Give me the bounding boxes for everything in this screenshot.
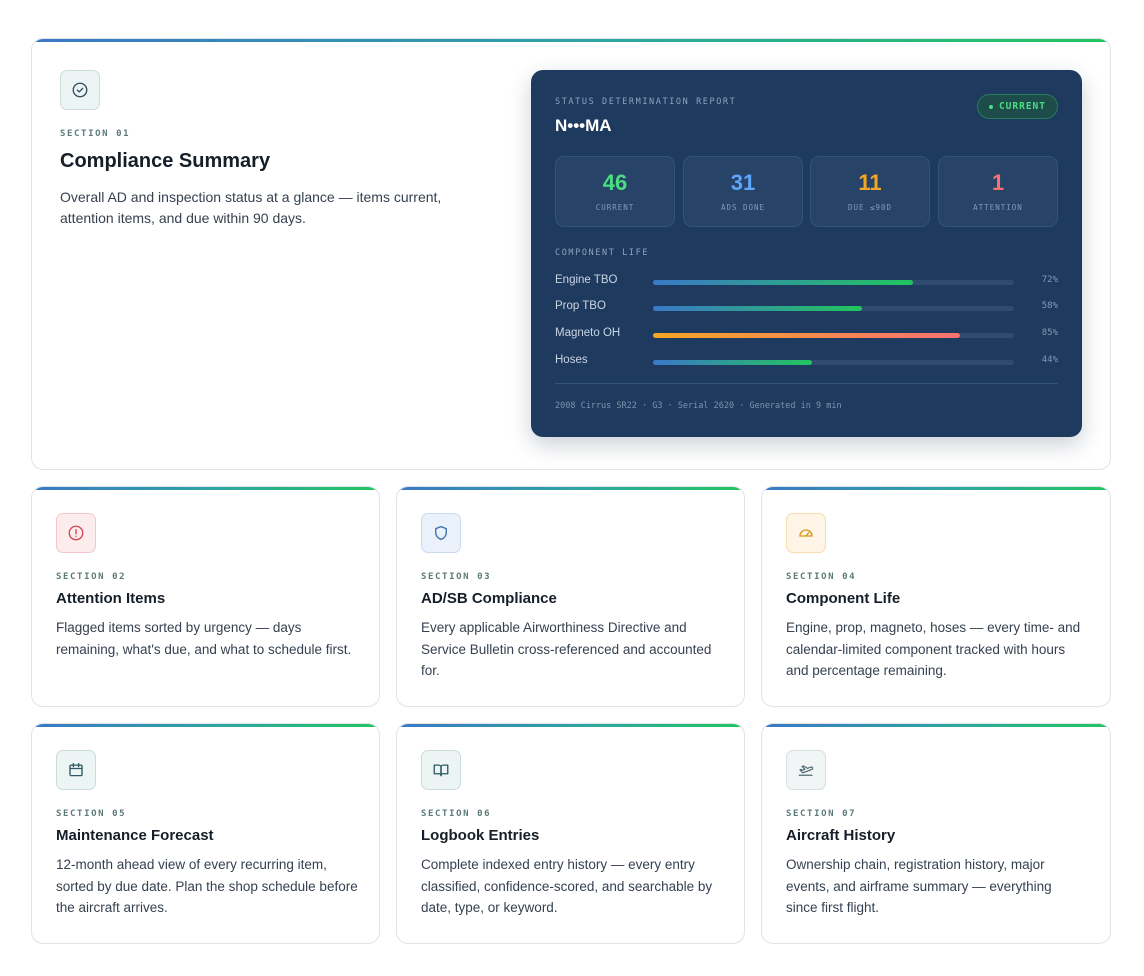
section-label: SECTION 01 — [60, 129, 131, 139]
card-title: Logbook Entries — [421, 827, 540, 844]
stat-label: CURRENT — [595, 203, 635, 212]
attention-items-card: SECTION 02 Attention Items Flagged items… — [31, 486, 380, 707]
shield-icon — [421, 513, 461, 553]
status-dot-icon — [988, 104, 993, 109]
status-report-panel: STATUS DETERMINATION REPORT N•••MA CURRE… — [531, 70, 1082, 437]
section-label: SECTION 03 — [421, 572, 492, 582]
stat-ads-done: 31 ADS DONE — [683, 156, 803, 227]
component-bar-track — [653, 360, 1014, 365]
stat-label: ADS DONE — [720, 203, 766, 212]
plane-takeoff-icon — [786, 750, 826, 790]
card-description: Overall AD and inspection status at a gl… — [60, 189, 442, 226]
report-label: STATUS DETERMINATION REPORT — [555, 97, 737, 107]
card-title: Maintenance Forecast — [56, 827, 214, 844]
alert-circle-icon — [56, 513, 96, 553]
status-badge: CURRENT — [976, 94, 1058, 119]
component-bar-fill — [653, 360, 812, 365]
stat-label: ATTENTION — [973, 203, 1023, 212]
component-percent: 85% — [1041, 328, 1058, 338]
component-row: Engine TBO 72% — [555, 274, 1058, 290]
stat-value: 11 — [858, 170, 882, 195]
component-percent: 58% — [1041, 301, 1058, 311]
report-footer: 2008 Cirrus SR22 · G3 · Serial 2620 · Ge… — [555, 401, 842, 411]
component-name: Magneto OH — [555, 327, 621, 339]
tail-number: N•••MA — [555, 116, 612, 135]
section-label: SECTION 04 — [786, 572, 857, 582]
component-name: Hoses — [555, 354, 588, 366]
component-name: Prop TBO — [555, 300, 606, 312]
card-description: Engine, prop, magneto, hoses — every tim… — [786, 620, 1081, 678]
stat-value: 31 — [730, 170, 756, 195]
component-name: Engine TBO — [555, 274, 618, 286]
book-open-icon — [421, 750, 461, 790]
stat-current: 46 CURRENT — [555, 156, 675, 227]
component-row: Prop TBO 58% — [555, 300, 1058, 316]
component-percent: 72% — [1041, 275, 1058, 285]
stat-value: 1 — [991, 170, 1005, 195]
stat-label: DUE ≤90D — [847, 203, 893, 212]
card-title: Component Life — [786, 590, 901, 607]
stat-attention: 1 ATTENTION — [938, 156, 1058, 227]
calendar-icon — [56, 750, 96, 790]
component-row: Hoses 44% — [555, 354, 1058, 370]
card-description: 12-month ahead view of every recurring i… — [56, 857, 358, 915]
component-bar-track — [653, 280, 1014, 285]
card-title: Aircraft History — [786, 827, 896, 844]
card-title: AD/SB Compliance — [421, 590, 557, 607]
status-text: CURRENT — [998, 101, 1046, 112]
maintenance-forecast-card: SECTION 05 Maintenance Forecast 12-month… — [31, 723, 380, 944]
card-title: Attention Items — [56, 590, 166, 607]
gauge-icon — [786, 513, 826, 553]
card-description: Complete indexed entry history — every e… — [421, 857, 713, 915]
compliance-summary-card: SECTION 01 Compliance Summary Overall AD… — [31, 38, 1111, 470]
aircraft-history-card: SECTION 07 Aircraft History Ownership ch… — [761, 723, 1111, 944]
card-description: Every applicable Airworthiness Directive… — [421, 620, 712, 678]
ad-sb-compliance-card: SECTION 03 AD/SB Compliance Every applic… — [396, 486, 745, 707]
component-life-card: SECTION 04 Component Life Engine, prop, … — [761, 486, 1111, 707]
stat-value: 46 — [602, 170, 628, 195]
component-bar-track — [653, 306, 1014, 311]
logbook-entries-card: SECTION 06 Logbook Entries Complete inde… — [396, 723, 745, 944]
component-bar-fill — [653, 306, 863, 311]
card-title: Compliance Summary — [60, 150, 271, 172]
card-description: Ownership chain, registration history, m… — [786, 857, 1052, 915]
section-label: SECTION 05 — [56, 809, 127, 819]
card-description: Flagged items sorted by urgency — days r… — [56, 620, 352, 657]
section-label: SECTION 06 — [421, 809, 492, 819]
component-percent: 44% — [1041, 355, 1058, 365]
component-life-label: COMPONENT LIFE — [555, 248, 650, 258]
stat-due-90d: 11 DUE ≤90D — [810, 156, 930, 227]
component-bar-fill — [653, 333, 960, 338]
check-circle-icon — [60, 70, 100, 110]
section-label: SECTION 02 — [56, 572, 127, 582]
component-row: Magneto OH 85% — [555, 327, 1058, 343]
component-bar-track — [653, 333, 1014, 338]
component-bar-fill — [653, 280, 913, 285]
report-divider — [555, 383, 1058, 384]
section-label: SECTION 07 — [786, 809, 857, 819]
